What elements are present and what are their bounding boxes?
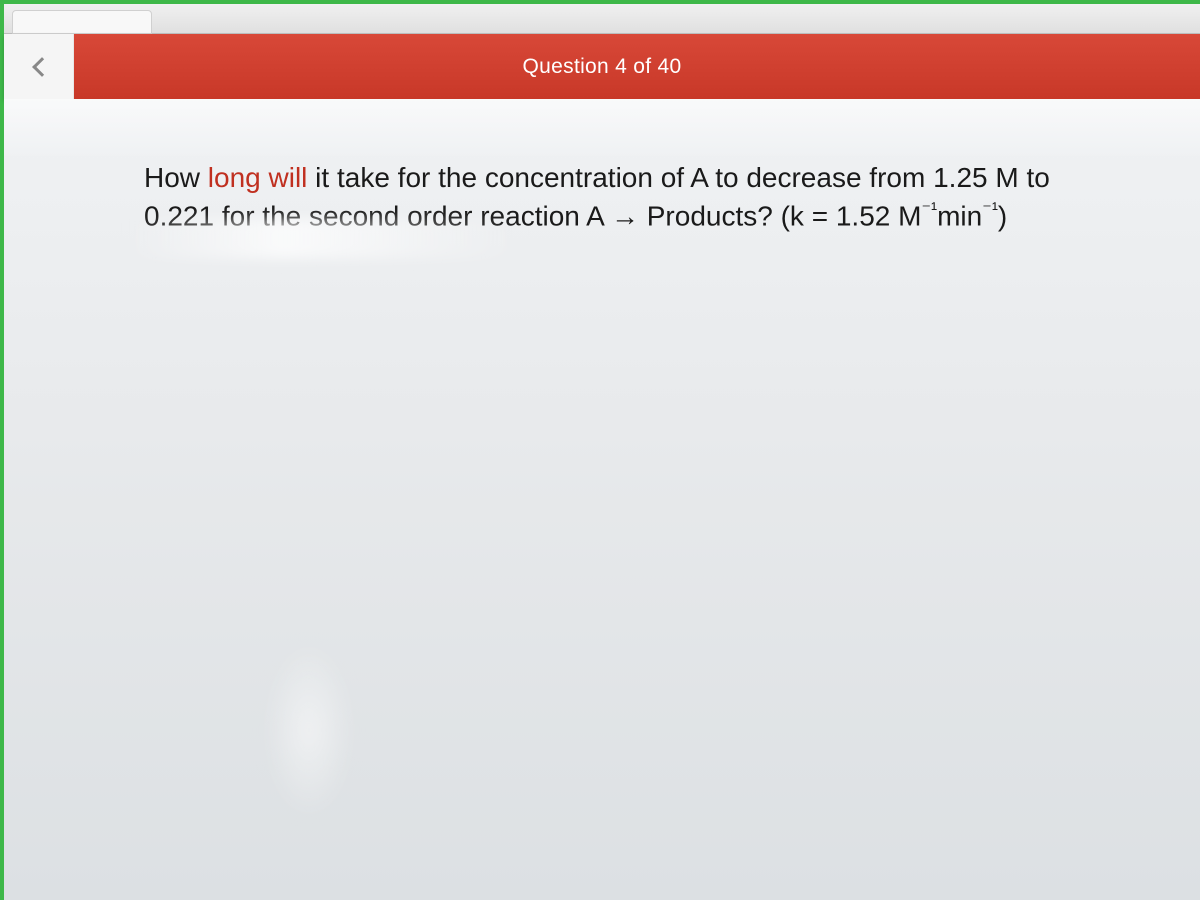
question-content: How long will it take for the concentrat… (4, 99, 1200, 900)
browser-tab[interactable] (12, 10, 152, 34)
screen-glare (264, 640, 354, 820)
question-text-emphasis: long will (208, 162, 308, 193)
question-superscript1: ⁻¹ (921, 199, 937, 219)
question-text-part3: min (937, 200, 982, 231)
question-counter: Question 4 of 40 (523, 55, 682, 79)
question-text-part4: ) (998, 200, 1007, 231)
question-text: How long will it take for the concentrat… (144, 159, 1080, 235)
app-frame: Question 4 of 40 How long will it take f… (0, 0, 1200, 900)
browser-chrome (4, 4, 1200, 34)
quiz-header: Question 4 of 40 (4, 34, 1200, 99)
question-text-part1: How (144, 162, 208, 193)
chevron-left-icon (32, 57, 52, 77)
question-superscript2: ⁻¹ (982, 199, 998, 219)
back-button[interactable] (4, 34, 74, 99)
